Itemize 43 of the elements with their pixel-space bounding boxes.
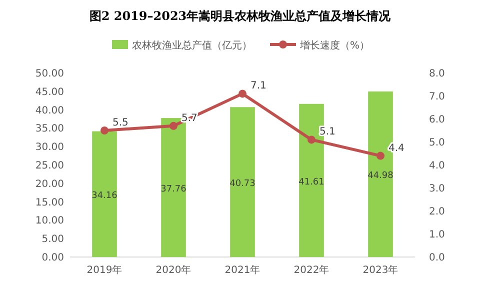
data-label: 37.76 xyxy=(160,184,187,195)
y2-tick-label: 2.0 xyxy=(429,206,445,218)
legend-label: 增长速度（%） xyxy=(299,40,370,52)
data-label: 5.5 xyxy=(112,118,128,128)
point xyxy=(170,122,178,130)
bar xyxy=(92,131,117,257)
y-tick-label: 5.00 xyxy=(42,234,64,246)
title: 图2 2019–2023年嵩明县农林牧渔业总产值及增长情况 xyxy=(89,9,391,23)
y2-tick-label: 7.0 xyxy=(429,92,445,102)
y-tick-label: 40.00 xyxy=(35,105,64,116)
x-tick-label: 2021年 xyxy=(224,264,260,276)
data-label: 5.7 xyxy=(182,112,198,124)
legend-label: 农林牧渔业总产值（亿元） xyxy=(132,40,252,52)
x-tick-label: 2019年 xyxy=(86,264,122,276)
y2-tick-label: 8.0 xyxy=(429,68,445,80)
point xyxy=(238,90,246,98)
y2-tick-label: 0.0 xyxy=(429,252,445,264)
y-tick-label: 15.00 xyxy=(35,197,64,208)
point xyxy=(376,152,384,160)
x-tick-label: 2020年 xyxy=(156,264,192,276)
x-tick-label: 2023年 xyxy=(362,264,398,276)
y-tick-label: 30.00 xyxy=(35,142,64,154)
data-label: 41.61 xyxy=(298,177,324,188)
y-tick-label: 25.00 xyxy=(35,160,64,172)
data-label: 40.73 xyxy=(230,179,256,190)
y2-tick-label: 1.0 xyxy=(429,230,445,240)
data-label: 44.98 xyxy=(368,171,394,182)
y-tick-label: 20.00 xyxy=(35,178,64,190)
data-label: 7.1 xyxy=(250,80,266,92)
data-label: 34.16 xyxy=(92,191,118,202)
y-tick-label: 50.00 xyxy=(35,68,64,80)
y2-tick-label: 3.0 xyxy=(429,184,445,194)
y2-tick-label: 6.0 xyxy=(429,114,445,126)
y-tick-label: 35.00 xyxy=(35,124,64,135)
point xyxy=(100,126,108,134)
y-tick-label: 10.00 xyxy=(35,216,64,227)
y2-tick-label: 5.0 xyxy=(429,138,445,148)
x-tick-label: 2022年 xyxy=(294,264,330,276)
y2-tick-label: 4.0 xyxy=(429,160,445,172)
point xyxy=(308,136,316,144)
y-tick-label: 0.00 xyxy=(42,252,64,264)
bar xyxy=(230,107,255,257)
y-tick-label: 45.00 xyxy=(35,86,64,98)
